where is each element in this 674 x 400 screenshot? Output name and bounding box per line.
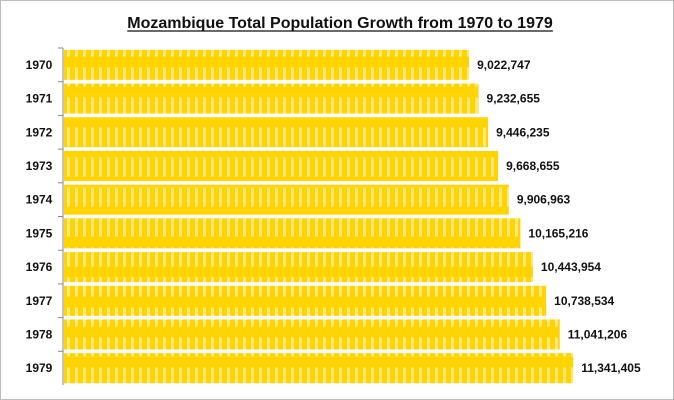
category-label: 1970 <box>26 58 53 72</box>
bar-1972 <box>64 117 489 148</box>
value-label: 9,232,655 <box>487 92 541 106</box>
value-label: 9,446,235 <box>496 125 550 139</box>
value-label: 9,668,655 <box>506 159 560 173</box>
bar-1973 <box>64 150 499 181</box>
category-label: 1972 <box>26 125 53 139</box>
chart-title: Mozambique Total Population Growth from … <box>127 15 553 32</box>
bar-1971 <box>64 83 479 114</box>
value-label: 11,341,405 <box>581 361 641 375</box>
category-label: 1975 <box>26 226 53 240</box>
category-label: 1977 <box>26 294 53 308</box>
bar-1975 <box>64 218 521 249</box>
bar-1974 <box>64 184 509 215</box>
category-label: 1971 <box>26 92 53 106</box>
bar-1979 <box>64 353 574 384</box>
category-label: 1979 <box>26 361 53 375</box>
category-label: 1974 <box>26 193 53 207</box>
category-label: 1973 <box>26 159 53 173</box>
value-label: 11,041,206 <box>568 327 628 341</box>
bar-1978 <box>64 319 560 350</box>
category-label: 1976 <box>26 260 53 274</box>
bar-1977 <box>64 285 547 316</box>
value-label: 10,443,954 <box>541 260 601 274</box>
bar-1970 <box>64 49 470 80</box>
bar-1976 <box>64 252 533 283</box>
value-label: 9,022,747 <box>477 58 531 72</box>
value-label: 9,906,963 <box>517 193 571 207</box>
value-label: 10,165,216 <box>528 226 588 240</box>
category-label: 1978 <box>26 327 53 341</box>
value-label: 10,738,534 <box>554 294 614 308</box>
